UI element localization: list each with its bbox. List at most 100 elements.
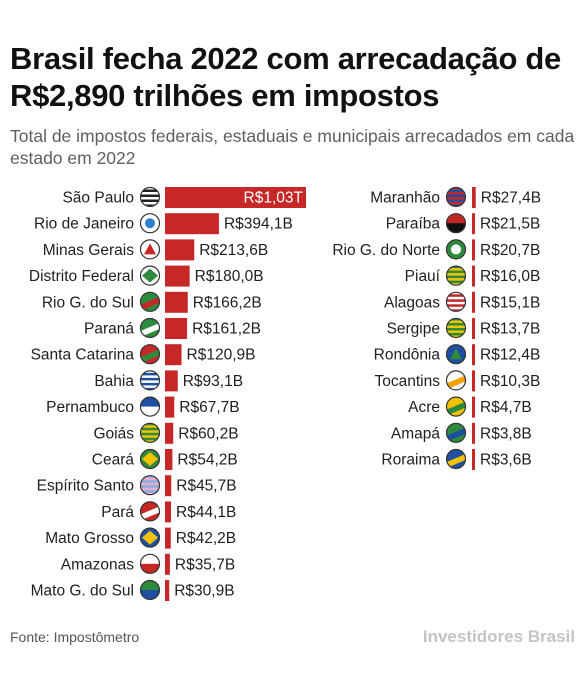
- chart-title: Brasil fecha 2022 com arrecadação de R$2…: [10, 41, 561, 113]
- category-label: Goiás: [94, 425, 135, 442]
- flag-paraiba-icon: [445, 213, 467, 234]
- bar: [472, 213, 475, 235]
- data-label: R$42,2B: [176, 530, 236, 547]
- data-label: R$35,7B: [175, 556, 235, 573]
- category-label: Paraná: [84, 321, 134, 338]
- data-label: R$45,7B: [176, 478, 236, 495]
- flag-santa-catarina-icon: [139, 344, 161, 365]
- data-label: R$120,9B: [187, 347, 256, 364]
- data-label: R$3,6B: [480, 452, 532, 469]
- bar: [472, 449, 475, 470]
- category-label: Maranhão: [370, 190, 440, 207]
- category-label: Acre: [408, 399, 440, 416]
- data-label: R$21,5B: [480, 216, 540, 233]
- bar: [472, 318, 475, 339]
- bar: [472, 265, 475, 287]
- data-label: R$4,7B: [480, 399, 532, 416]
- flag-alagoas-icon: [445, 291, 467, 312]
- data-label: R$3,8B: [480, 425, 532, 442]
- bar: [472, 239, 475, 261]
- flag-tocantins-icon: [445, 370, 467, 391]
- category-label: Alagoas: [384, 294, 440, 311]
- bar: [472, 187, 476, 208]
- category-label: Tocantins: [375, 373, 441, 390]
- flag-goias-icon: [139, 422, 161, 443]
- flag-rio-grande-do-norte-icon: [445, 239, 467, 260]
- data-label: R$12,4B: [480, 347, 540, 364]
- bar: [165, 527, 171, 549]
- chart-subtitle: Total de impostos federais, estaduais e …: [10, 126, 575, 168]
- bar: [165, 475, 172, 497]
- flag-espirito-santo-icon: [139, 475, 161, 496]
- flag-pernambuco-icon: [139, 396, 161, 417]
- flag-roraima-icon: [445, 448, 467, 470]
- bar: [165, 213, 219, 235]
- data-label: R$15,1B: [480, 294, 540, 311]
- data-label: R$180,0B: [195, 268, 264, 285]
- bar: [472, 291, 475, 313]
- category-label: Amazonas: [61, 556, 134, 573]
- flag-ceara-icon: [139, 448, 161, 470]
- category-label: Pará: [101, 504, 134, 521]
- category-label: Rio G. do Sul: [42, 294, 134, 311]
- category-label: Amapá: [391, 425, 440, 442]
- flag-piaui-icon: [445, 265, 467, 286]
- flag-minas-gerais-icon: [139, 239, 161, 260]
- source-note: Fonte: Impostômetro: [10, 629, 140, 645]
- flag-amapa-icon: [445, 422, 467, 443]
- brand-watermark: Investidores Brasil: [422, 627, 575, 646]
- bar: [165, 553, 170, 575]
- category-label: Roraima: [381, 452, 440, 469]
- data-label: R$13,7B: [480, 321, 540, 338]
- category-label: Distrito Federal: [29, 268, 134, 285]
- bar: [472, 370, 475, 392]
- category-label: Rondônia: [374, 347, 441, 364]
- flag-para-icon: [139, 501, 161, 522]
- flag-bahia-icon: [139, 370, 161, 391]
- category-label: Bahia: [94, 373, 134, 390]
- data-label: R$394,1B: [224, 216, 293, 233]
- bar: [165, 318, 188, 339]
- bar-chart: São Paulo R$1,03T Rio de Janeiro R$394,1B Mi…: [29, 186, 541, 601]
- category-label: Paraíba: [386, 216, 441, 233]
- category-label: Mato G. do Sul: [31, 583, 134, 600]
- bar: [165, 501, 172, 523]
- bar: [165, 344, 182, 366]
- bar: [165, 291, 188, 313]
- category-label: Ceará: [92, 452, 135, 469]
- data-label: R$30,9B: [174, 583, 234, 600]
- data-label: R$60,2B: [178, 425, 238, 442]
- data-label: R$20,7B: [480, 242, 540, 259]
- bar: [472, 422, 475, 444]
- flag-rondonia-icon: [445, 344, 467, 365]
- data-label: R$93,1B: [183, 373, 243, 390]
- category-label: Rio de Janeiro: [34, 216, 134, 233]
- flag-rio-de-janeiro-icon: [139, 213, 161, 234]
- category-label: Rio G. do Norte: [332, 242, 440, 259]
- bar: [165, 396, 175, 418]
- flag-distrito-federal-icon: [139, 265, 161, 286]
- bar: [472, 344, 475, 366]
- category-label: Sergipe: [387, 321, 440, 338]
- data-label: R$67,7B: [179, 399, 239, 416]
- data-label: R$213,6B: [199, 242, 268, 259]
- category-label: Piauí: [405, 268, 441, 285]
- data-label: R$1,03T: [244, 190, 304, 207]
- flag-sao-paulo-icon: [139, 186, 161, 208]
- data-label: R$16,0B: [480, 268, 540, 285]
- category-label: Minas Gerais: [43, 242, 135, 259]
- flag-maranhao-icon: [445, 186, 467, 208]
- bar: [165, 265, 190, 287]
- bar: [165, 422, 174, 444]
- flag-acre-icon: [445, 396, 467, 417]
- data-label: R$161,2B: [192, 321, 261, 338]
- data-label: R$10,3B: [480, 373, 540, 390]
- category-label: Mato Grosso: [45, 530, 134, 547]
- flag-rio-grande-do-sul-icon: [139, 291, 161, 312]
- bar: [165, 239, 195, 261]
- bar: [472, 396, 475, 418]
- bar: [165, 449, 173, 470]
- category-label: Santa Catarina: [31, 347, 135, 364]
- bar: [165, 370, 178, 392]
- data-label: R$44,1B: [176, 504, 236, 521]
